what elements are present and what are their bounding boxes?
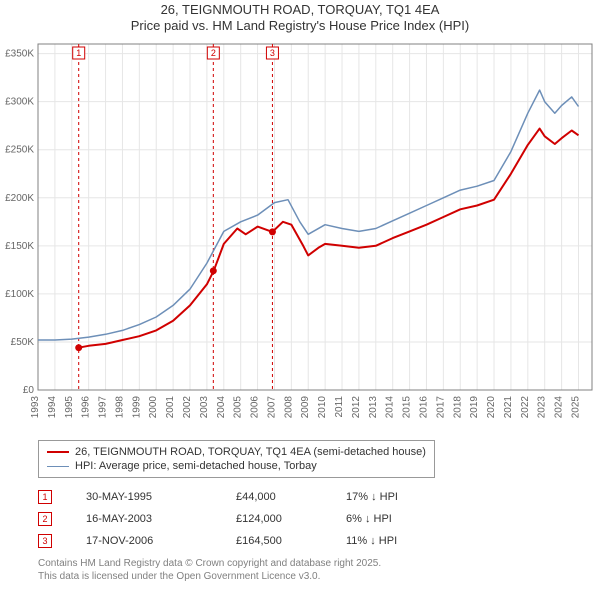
svg-text:£150K: £150K — [5, 241, 34, 252]
svg-text:2019: 2019 — [469, 396, 480, 419]
sale-marker-icon: 1 — [38, 490, 52, 504]
svg-text:£200K: £200K — [5, 193, 34, 204]
svg-text:2018: 2018 — [452, 396, 463, 419]
legend-label: 26, TEIGNMOUTH ROAD, TORQUAY, TQ1 4EA (s… — [75, 446, 426, 458]
svg-text:2024: 2024 — [554, 396, 565, 419]
svg-text:2010: 2010 — [317, 396, 328, 419]
svg-text:2: 2 — [211, 48, 216, 58]
svg-text:2001: 2001 — [165, 396, 176, 419]
svg-text:2017: 2017 — [435, 396, 446, 419]
svg-text:2011: 2011 — [334, 396, 345, 418]
attribution: Contains HM Land Registry data © Crown c… — [38, 558, 381, 583]
svg-text:2025: 2025 — [570, 396, 581, 419]
svg-text:£300K: £300K — [5, 97, 34, 108]
svg-text:2004: 2004 — [216, 396, 227, 419]
sale-marker-icon: 2 — [38, 512, 52, 526]
svg-text:£50K: £50K — [11, 337, 35, 348]
attribution-line: Contains HM Land Registry data © Crown c… — [38, 558, 381, 571]
sale-price: £44,000 — [236, 491, 346, 503]
svg-text:2006: 2006 — [250, 396, 261, 419]
svg-text:2021: 2021 — [503, 396, 514, 419]
svg-text:1994: 1994 — [47, 396, 58, 419]
attribution-line: This data is licensed under the Open Gov… — [38, 571, 381, 584]
legend-label: HPI: Average price, semi-detached house,… — [75, 460, 317, 472]
legend-swatch — [47, 466, 69, 467]
svg-text:1998: 1998 — [114, 396, 125, 419]
svg-text:2000: 2000 — [148, 396, 159, 419]
svg-text:1995: 1995 — [64, 396, 75, 419]
sale-price: £164,500 — [236, 535, 346, 547]
svg-text:2003: 2003 — [199, 396, 210, 419]
sale-price: £124,000 — [236, 513, 346, 525]
sale-date: 30-MAY-1995 — [86, 491, 236, 503]
svg-text:2007: 2007 — [266, 396, 277, 419]
svg-text:2012: 2012 — [351, 396, 362, 419]
svg-text:2005: 2005 — [233, 396, 244, 419]
svg-text:£0: £0 — [23, 385, 35, 396]
svg-text:2014: 2014 — [385, 396, 396, 419]
svg-text:£350K: £350K — [5, 49, 34, 60]
title-line-1: 26, TEIGNMOUTH ROAD, TORQUAY, TQ1 4EA — [0, 2, 600, 18]
svg-text:2020: 2020 — [486, 396, 497, 419]
svg-text:2016: 2016 — [418, 396, 429, 419]
sale-delta: 6% ↓ HPI — [346, 513, 456, 525]
svg-text:£100K: £100K — [5, 289, 34, 300]
sales-table: 1 30-MAY-1995 £44,000 17% ↓ HPI 2 16-MAY… — [38, 486, 456, 552]
legend-swatch — [47, 451, 69, 453]
sale-date: 16-MAY-2003 — [86, 513, 236, 525]
chart-svg: £0 £50K £100K £150K £200K £250K £300K £350K 1993… — [0, 38, 600, 428]
sale-delta: 11% ↓ HPI — [346, 535, 456, 547]
chart-title-block: 26, TEIGNMOUTH ROAD, TORQUAY, TQ1 4EA Pr… — [0, 2, 600, 35]
svg-text:1997: 1997 — [98, 396, 109, 419]
legend: 26, TEIGNMOUTH ROAD, TORQUAY, TQ1 4EA (s… — [38, 440, 435, 478]
svg-text:2002: 2002 — [182, 396, 193, 419]
legend-row: HPI: Average price, semi-detached house,… — [47, 459, 426, 473]
svg-text:2023: 2023 — [537, 396, 548, 419]
svg-text:2015: 2015 — [402, 396, 413, 419]
svg-text:1996: 1996 — [81, 396, 92, 419]
sales-row: 3 17-NOV-2006 £164,500 11% ↓ HPI — [38, 530, 456, 552]
legend-row: 26, TEIGNMOUTH ROAD, TORQUAY, TQ1 4EA (s… — [47, 445, 426, 459]
title-line-2: Price paid vs. HM Land Registry's House … — [0, 18, 600, 34]
chart: £0 £50K £100K £150K £200K £250K £300K £350K 1993… — [0, 38, 600, 428]
sales-row: 2 16-MAY-2003 £124,000 6% ↓ HPI — [38, 508, 456, 530]
svg-text:2009: 2009 — [300, 396, 311, 419]
sale-date: 17-NOV-2006 — [86, 535, 236, 547]
svg-text:1999: 1999 — [131, 396, 142, 419]
sale-marker-icon: 3 — [38, 534, 52, 548]
svg-text:2008: 2008 — [283, 396, 294, 419]
sale-delta: 17% ↓ HPI — [346, 491, 456, 503]
svg-text:2022: 2022 — [520, 396, 531, 419]
svg-text:2013: 2013 — [368, 396, 379, 419]
svg-text:1993: 1993 — [30, 396, 41, 419]
svg-text:1: 1 — [76, 48, 81, 58]
svg-text:£250K: £250K — [5, 145, 34, 156]
svg-text:3: 3 — [270, 48, 275, 58]
sales-row: 1 30-MAY-1995 £44,000 17% ↓ HPI — [38, 486, 456, 508]
